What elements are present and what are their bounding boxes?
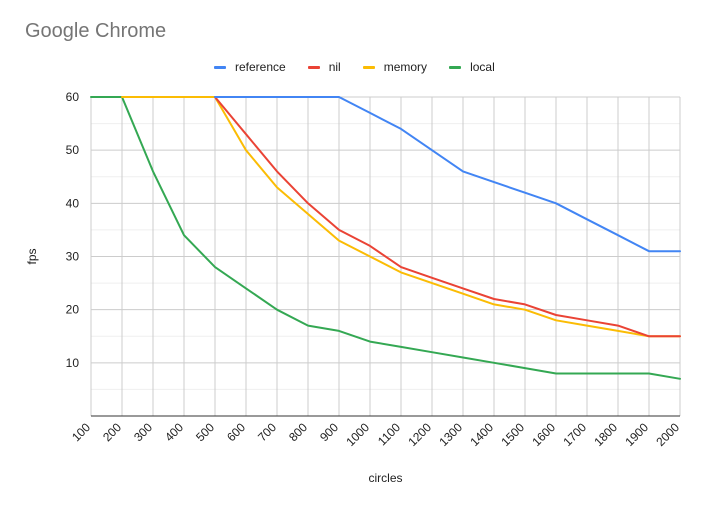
y-tick-label: 10 bbox=[66, 356, 80, 370]
x-tick-label: 400 bbox=[162, 420, 186, 444]
x-tick-label: 500 bbox=[193, 420, 217, 444]
x-tick-label: 1000 bbox=[343, 420, 372, 449]
x-tick-label: 900 bbox=[317, 420, 341, 444]
legend-item-nil: nil bbox=[307, 60, 341, 74]
x-tick-label: 100 bbox=[69, 420, 93, 444]
y-tick-label: 50 bbox=[66, 143, 80, 157]
legend-label: local bbox=[470, 60, 495, 74]
legend-swatch bbox=[362, 65, 375, 69]
x-tick-label: 800 bbox=[286, 420, 310, 444]
x-tick-label: 1400 bbox=[467, 420, 496, 449]
x-tick-label: 1700 bbox=[560, 420, 589, 449]
legend-item-local: local bbox=[449, 60, 495, 74]
x-tick-label: 1200 bbox=[405, 420, 434, 449]
legend-swatch bbox=[449, 65, 462, 69]
series-line-nil bbox=[214, 96, 681, 338]
series-line-reference bbox=[214, 96, 681, 253]
x-tick-label: 1500 bbox=[498, 420, 527, 449]
x-tick-label: 700 bbox=[255, 420, 279, 444]
y-tick-label: 60 bbox=[66, 90, 80, 104]
y-tick-label: 40 bbox=[66, 196, 80, 210]
x-tick-label: 1900 bbox=[622, 420, 651, 449]
x-tick-label: 2000 bbox=[653, 420, 682, 449]
legend-item-reference: reference bbox=[214, 60, 286, 74]
chart-title: Google Chrome bbox=[25, 20, 167, 42]
x-tick-label: 200 bbox=[100, 420, 124, 444]
series-line-local bbox=[90, 96, 681, 380]
x-tick-label: 300 bbox=[131, 420, 155, 444]
y-tick-label: 20 bbox=[66, 303, 80, 317]
legend-swatch bbox=[214, 65, 226, 69]
legend-swatch bbox=[307, 65, 320, 69]
legend: reference nil memory local bbox=[214, 60, 517, 74]
x-tick-label: 600 bbox=[224, 420, 248, 444]
x-tick-label: 1100 bbox=[375, 420, 403, 448]
y-tick-label: 30 bbox=[66, 250, 80, 264]
legend-label: memory bbox=[383, 60, 428, 74]
legend-label: nil bbox=[328, 60, 341, 74]
legend-item-memory: memory bbox=[362, 60, 428, 74]
y-axis-title: fps bbox=[25, 248, 39, 264]
x-tick-label: 1600 bbox=[529, 420, 558, 449]
x-tick-label: 1300 bbox=[436, 420, 465, 449]
legend-label: reference bbox=[235, 60, 286, 74]
x-axis-title: circles bbox=[368, 471, 402, 485]
x-tick-label: 1800 bbox=[591, 420, 620, 449]
